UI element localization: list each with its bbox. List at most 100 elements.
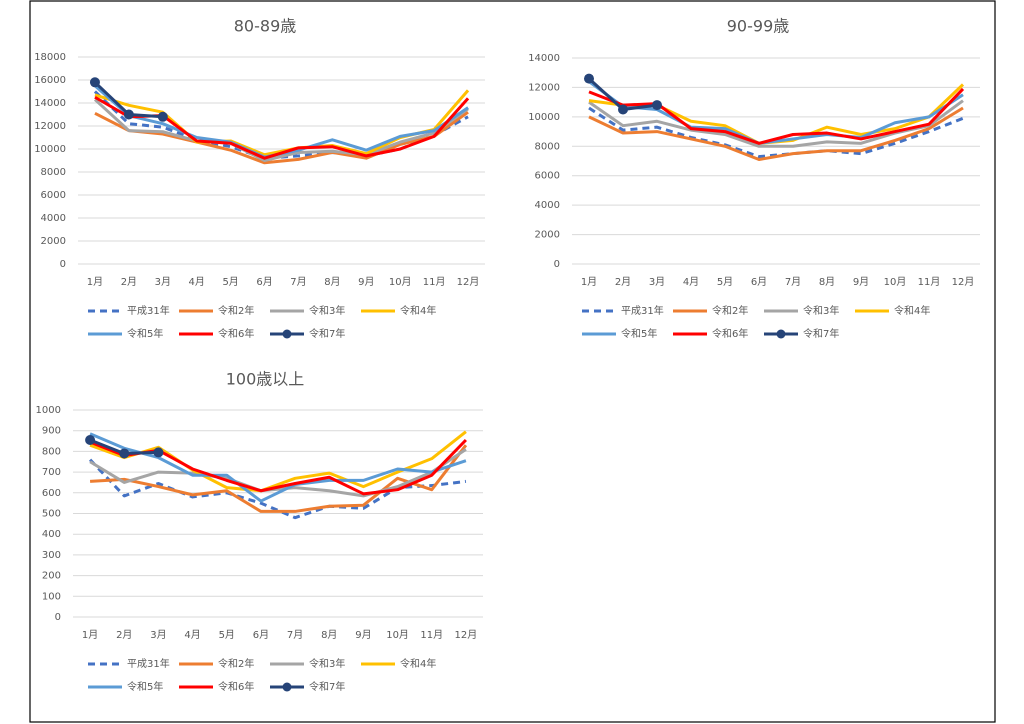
x-tick-label: 5月 — [717, 276, 733, 288]
frame — [29, 0, 996, 723]
legend-label: 令和4年 — [894, 304, 930, 317]
x-tick-label: 4月 — [683, 276, 699, 288]
x-tick-label: 3月 — [150, 629, 166, 641]
x-tick-label: 4月 — [184, 629, 200, 641]
x-tick-label: 11月 — [423, 276, 446, 288]
x-tick-label: 6月 — [751, 276, 767, 288]
x-tick-label: 12月 — [455, 629, 478, 641]
y-tick-label: 1000 — [36, 405, 61, 416]
y-tick-label: 12000 — [34, 121, 66, 132]
y-tick-label: 12000 — [528, 82, 560, 93]
x-tick-label: 9月 — [853, 276, 869, 288]
legend-label: 令和3年 — [803, 304, 839, 317]
x-tick-label: 12月 — [457, 276, 480, 288]
x-tick-label: 10月 — [884, 276, 907, 288]
y-tick-label: 14000 — [528, 53, 560, 64]
legend-label: 令和4年 — [400, 657, 436, 670]
y-tick-label: 14000 — [34, 98, 66, 109]
x-tick-label: 7月 — [290, 276, 306, 288]
x-tick-label: 5月 — [219, 629, 235, 641]
x-tick-label: 1月 — [87, 276, 103, 288]
x-tick-label: 1月 — [581, 276, 597, 288]
x-tick-label: 2月 — [116, 629, 132, 641]
point-marker — [618, 104, 628, 115]
y-tick-label: 4000 — [535, 200, 560, 211]
legend-label: 令和6年 — [712, 327, 748, 340]
legend-label: 平成31年 — [127, 304, 170, 317]
legend-label: 令和2年 — [218, 657, 254, 670]
point-marker — [123, 109, 134, 120]
x-tick-label: 12月 — [952, 276, 975, 288]
x-tick-label: 2月 — [121, 276, 137, 288]
y-tick-label: 18000 — [34, 52, 66, 63]
legend-label: 平成31年 — [621, 304, 664, 317]
y-tick-label: 10000 — [34, 144, 66, 155]
x-tick-label: 8月 — [324, 276, 340, 288]
point-marker — [85, 435, 96, 446]
y-tick-label: 300 — [42, 550, 61, 561]
x-tick-label: 10月 — [386, 629, 409, 641]
x-tick-label: 10月 — [389, 276, 412, 288]
y-tick-label: 0 — [60, 259, 66, 270]
legend-label: 令和6年 — [218, 327, 254, 340]
y-tick-label: 900 — [42, 426, 61, 437]
x-tick-label: 4月 — [189, 276, 205, 288]
y-tick-label: 2000 — [41, 236, 66, 247]
legend-label: 令和2年 — [218, 304, 254, 317]
legend-label: 令和7年 — [309, 327, 345, 340]
series-line — [588, 80, 964, 145]
y-tick-label: 10000 — [528, 112, 560, 123]
series-line — [89, 432, 467, 503]
legend-label: 令和5年 — [127, 327, 163, 340]
y-tick-label: 700 — [42, 467, 61, 478]
series-line — [588, 106, 964, 162]
x-tick-label: 6月 — [256, 276, 272, 288]
y-tick-label: 6000 — [41, 190, 66, 201]
y-tick-label: 6000 — [535, 171, 560, 182]
legend-label: 令和5年 — [621, 327, 657, 340]
y-tick-label: 8000 — [535, 141, 560, 152]
point-marker — [157, 111, 168, 122]
y-tick-label: 600 — [42, 488, 61, 499]
series-line — [94, 110, 469, 165]
legend-label: 令和7年 — [803, 327, 839, 340]
x-tick-label: 11月 — [918, 276, 941, 288]
y-tick-label: 100 — [42, 591, 61, 602]
legend-marker — [776, 329, 786, 339]
x-tick-label: 3月 — [155, 276, 171, 288]
y-tick-label: 4000 — [41, 213, 66, 224]
legend-label: 令和7年 — [309, 680, 345, 693]
series-line — [89, 448, 467, 498]
legend-label: 令和4年 — [400, 304, 436, 317]
x-tick-label: 9月 — [358, 276, 374, 288]
x-tick-label: 7月 — [287, 629, 303, 641]
legend-label: 平成31年 — [127, 657, 170, 670]
x-tick-label: 11月 — [420, 629, 443, 641]
legend-label: 令和2年 — [712, 304, 748, 317]
point-marker — [89, 77, 100, 88]
y-tick-label: 16000 — [34, 75, 66, 86]
x-tick-label: 8月 — [819, 276, 835, 288]
legend-label: 令和3年 — [309, 304, 345, 317]
legend-label: 令和6年 — [218, 680, 254, 693]
y-tick-label: 200 — [42, 571, 61, 582]
legend-label: 令和3年 — [309, 657, 345, 670]
x-tick-label: 9月 — [355, 629, 371, 641]
x-tick-label: 2月 — [615, 276, 631, 288]
x-tick-label: 8月 — [321, 629, 337, 641]
y-tick-label: 8000 — [41, 167, 66, 178]
x-tick-label: 6月 — [253, 629, 269, 641]
chart-title: 90-99歳 — [727, 17, 790, 36]
point-marker — [652, 100, 662, 111]
series-line — [588, 87, 965, 145]
series-line — [93, 98, 469, 162]
point-marker — [584, 73, 594, 84]
chart-title: 100歳以上 — [226, 370, 305, 389]
x-tick-label: 7月 — [785, 276, 801, 288]
y-tick-label: 500 — [42, 509, 61, 520]
y-tick-label: 400 — [42, 529, 61, 540]
x-tick-label: 5月 — [222, 276, 238, 288]
legend-marker — [282, 329, 292, 339]
legend-label: 令和5年 — [127, 680, 163, 693]
